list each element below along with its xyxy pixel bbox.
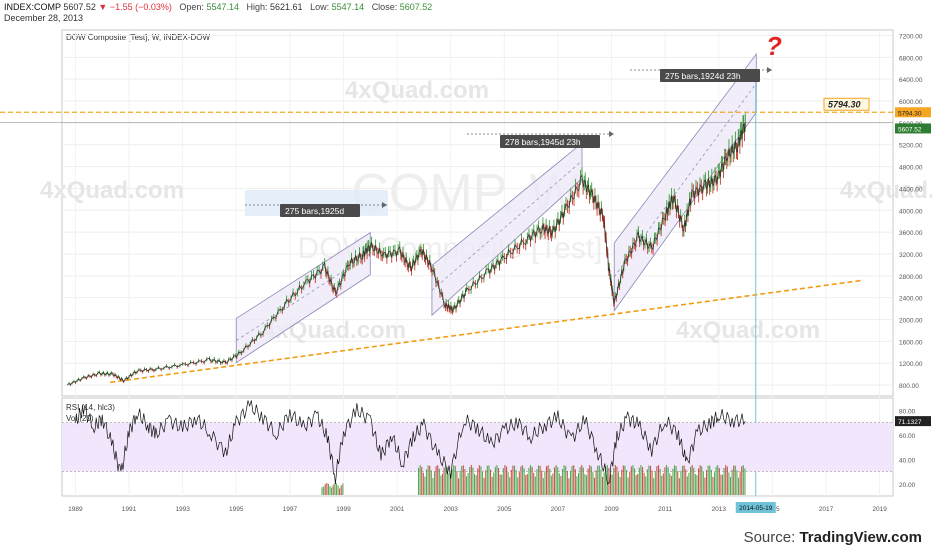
rsi-title: RSI (14, hlc3) <box>66 403 115 412</box>
y-tick-label: 4000.00 <box>899 208 923 215</box>
x-tick-label: 2013 <box>712 506 727 513</box>
rsi-tick-label: 20.00 <box>899 482 916 489</box>
trend-channel <box>235 231 371 364</box>
close-label: Close: <box>371 2 398 12</box>
y-tick-label: 2000.00 <box>899 318 923 325</box>
question-mark: ? <box>766 31 782 61</box>
open-value: 5547.14 <box>206 2 239 12</box>
rsi-tick-label: 60.00 <box>899 433 916 440</box>
y-tick-label: 6800.00 <box>899 55 923 62</box>
y-tick-label: 1200.00 <box>899 361 923 368</box>
y-tick-label: 2800.00 <box>899 274 923 281</box>
bar-range-label-bg <box>660 69 760 82</box>
high-value: 5621.61 <box>270 2 303 12</box>
support-trendline <box>110 279 864 384</box>
high-label: High: <box>246 2 268 12</box>
crosshair-date-tag <box>735 502 776 513</box>
y-tick-label: 7200.00 <box>899 33 923 40</box>
price-line <box>67 122 746 386</box>
y-tick-label: 1600.00 <box>899 339 923 346</box>
y-tick-label: 6400.00 <box>899 77 923 84</box>
arrow-head <box>767 67 772 73</box>
rsi-value-tag <box>895 416 931 427</box>
x-tick-label: 2003 <box>443 506 458 513</box>
watermark-text: 4xQuad.com <box>840 177 932 204</box>
y-tick-label: 6000.00 <box>899 99 923 106</box>
x-tick-label: 1991 <box>122 506 137 513</box>
x-tick-label: 2019 <box>872 506 887 513</box>
arrow-head <box>382 202 387 208</box>
y-tick-label: 3600.00 <box>899 230 923 237</box>
rsi-tick-label: 40.00 <box>899 457 916 464</box>
arrow-head <box>609 131 614 137</box>
x-tick-label: 1999 <box>336 506 351 513</box>
level-tag-bg <box>823 97 870 111</box>
rsi-value-label: 71.1327 <box>898 419 922 426</box>
close-value: 5607.52 <box>399 2 433 12</box>
open-label: Open: <box>179 2 204 12</box>
rsi-line <box>75 400 746 486</box>
vol-title: Vol (20) <box>66 414 94 423</box>
watermark-text: 4xQuad.com <box>40 177 184 204</box>
chart-date: December 28, 2013 <box>4 13 84 23</box>
x-tick-label: 2009 <box>604 506 619 513</box>
symbol-name: INDEX:COMP <box>4 2 61 12</box>
x-tick-label: 1995 <box>229 506 244 513</box>
level-axis-label: 5794.30 <box>898 110 922 117</box>
y-tick-label: 3200.00 <box>899 252 923 259</box>
y-tick-label: 4400.00 <box>899 186 923 193</box>
source-brand[interactable]: TradingView.com <box>799 529 922 546</box>
x-tick-label: 2001 <box>390 506 405 513</box>
level-tag-text: 5794.30 <box>828 99 861 109</box>
rsi-tick-label: 80.00 <box>899 408 916 415</box>
bar-range-label-bg <box>280 204 360 217</box>
last-axis-tag <box>895 123 931 134</box>
y-tick-label: 5200.00 <box>899 143 923 150</box>
bar-range-label-bg <box>500 135 600 148</box>
x-tick-label: 1997 <box>283 506 298 513</box>
bar-range-label: 275 bars,1924d 23h <box>665 71 741 81</box>
last-price: 5607.52 <box>63 2 96 12</box>
watermark-text: 4xQuad.com <box>676 317 820 344</box>
bar-range-label: 278 bars,1945d 23h <box>505 137 581 147</box>
x-tick-label: 2017 <box>819 506 834 513</box>
rsi-band <box>62 422 893 472</box>
pane-title: DOW Composite [Test], W, INDEX-DOW <box>66 33 210 42</box>
x-tick-label: 2005 <box>497 506 512 513</box>
level-axis-tag <box>895 107 931 118</box>
x-tick-label: 1993 <box>175 506 190 513</box>
low-value: 5547.14 <box>331 2 365 12</box>
y-tick-label: 800.00 <box>899 383 919 390</box>
symbol-header: INDEX:COMP 5607.52 ▼ −1.55 (−0.03%) Open… <box>4 2 432 12</box>
crosshair-date-label: 2014-05-19 <box>739 505 773 512</box>
low-label: Low: <box>310 2 330 12</box>
price-change: ▼ −1.55 (−0.03%) <box>98 2 172 12</box>
y-tick-label: 2400.00 <box>899 296 923 303</box>
y-tick-label: 4800.00 <box>899 165 923 172</box>
channel-midline <box>613 83 757 278</box>
x-tick-label: 2007 <box>551 506 566 513</box>
bar-range-label: 275 bars,1925d <box>285 206 344 216</box>
source-credit: Source: TradingView.com <box>744 529 922 546</box>
source-prefix: Source: <box>743 529 800 546</box>
last-axis-label: 5607.52 <box>898 126 922 133</box>
watermark-text: 4xQuad.com <box>345 77 489 104</box>
x-tick-label: 1989 <box>68 506 83 513</box>
x-tick-label: 2011 <box>658 506 672 513</box>
